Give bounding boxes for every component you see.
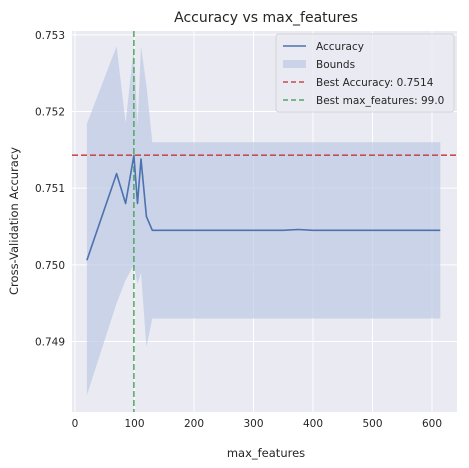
x-tick-label: 100 bbox=[124, 418, 144, 430]
y-axis-label: Cross-Validation Accuracy bbox=[7, 147, 21, 295]
legend-label-best-accuracy: Best Accuracy: 0.7514 bbox=[316, 77, 434, 89]
x-tick-label: 500 bbox=[362, 418, 382, 430]
x-tick-label: 300 bbox=[243, 418, 263, 430]
y-tick-label: 0.751 bbox=[35, 183, 65, 195]
y-tick-label: 0.752 bbox=[35, 106, 65, 118]
x-axis-label: max_features bbox=[227, 446, 305, 460]
legend-swatch-bounds bbox=[283, 60, 306, 68]
y-tick-label: 0.753 bbox=[35, 30, 65, 42]
y-tick-label: 0.749 bbox=[35, 336, 65, 348]
x-tick-label: 200 bbox=[184, 418, 204, 430]
x-tick-label: 600 bbox=[422, 418, 442, 430]
legend-label-best-max-features: Best max_features: 99.0 bbox=[316, 95, 444, 107]
legend-label-accuracy: Accuracy bbox=[316, 41, 364, 53]
y-tick-label: 0.750 bbox=[35, 260, 65, 272]
chart-title: Accuracy vs max_features bbox=[174, 10, 358, 26]
x-tick-label: 0 bbox=[72, 418, 79, 430]
x-tick-labels: 0 100 200 300 400 500 600 bbox=[72, 418, 442, 430]
legend: Accuracy Bounds Best Accuracy: 0.7514 Be… bbox=[276, 34, 454, 112]
x-tick-label: 400 bbox=[303, 418, 323, 430]
legend-label-bounds: Bounds bbox=[316, 59, 355, 71]
y-tick-labels: 0.749 0.750 0.751 0.752 0.753 bbox=[35, 30, 65, 349]
